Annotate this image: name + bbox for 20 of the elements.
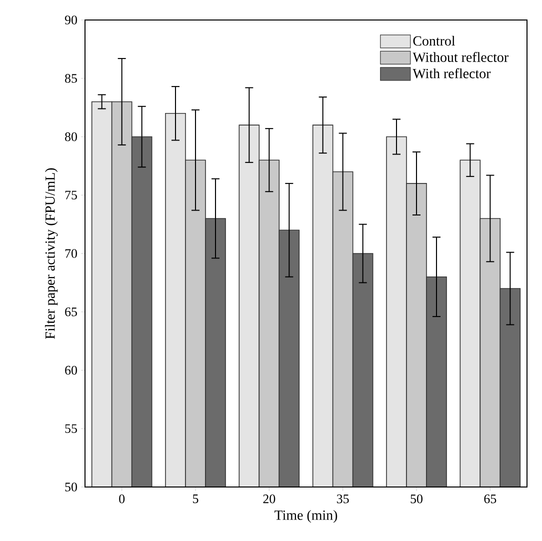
y-tick-label: 80 [65, 132, 77, 142]
x-tick-label: 20 [263, 494, 276, 504]
legend-label: With reflector [412, 68, 491, 78]
y-tick-label: 75 [65, 190, 77, 200]
y-tick-label: 60 [65, 366, 77, 375]
legend-label: Control [413, 36, 456, 46]
y-tick-label: 85 [65, 74, 77, 83]
x-tick-label: 0 [119, 494, 125, 504]
y-tick-label: 65 [65, 308, 77, 316]
y-tick-label: 55 [65, 424, 77, 433]
x-tick-label: 50 [410, 494, 422, 504]
x-tick-label: 5 [193, 494, 198, 504]
x-axis-title: Time (min) [274, 510, 338, 523]
y-tick-label: 50 [65, 482, 77, 492]
y-axis-title: Filter paper activity (FPU/mL) [44, 168, 58, 339]
x-tick-label: 35 [336, 494, 349, 504]
legend-label: Without reflector [412, 52, 508, 62]
y-tick-label: 70 [65, 249, 77, 258]
x-tick-label: 65 [484, 494, 496, 504]
y-tick-label: 90 [64, 16, 77, 24]
